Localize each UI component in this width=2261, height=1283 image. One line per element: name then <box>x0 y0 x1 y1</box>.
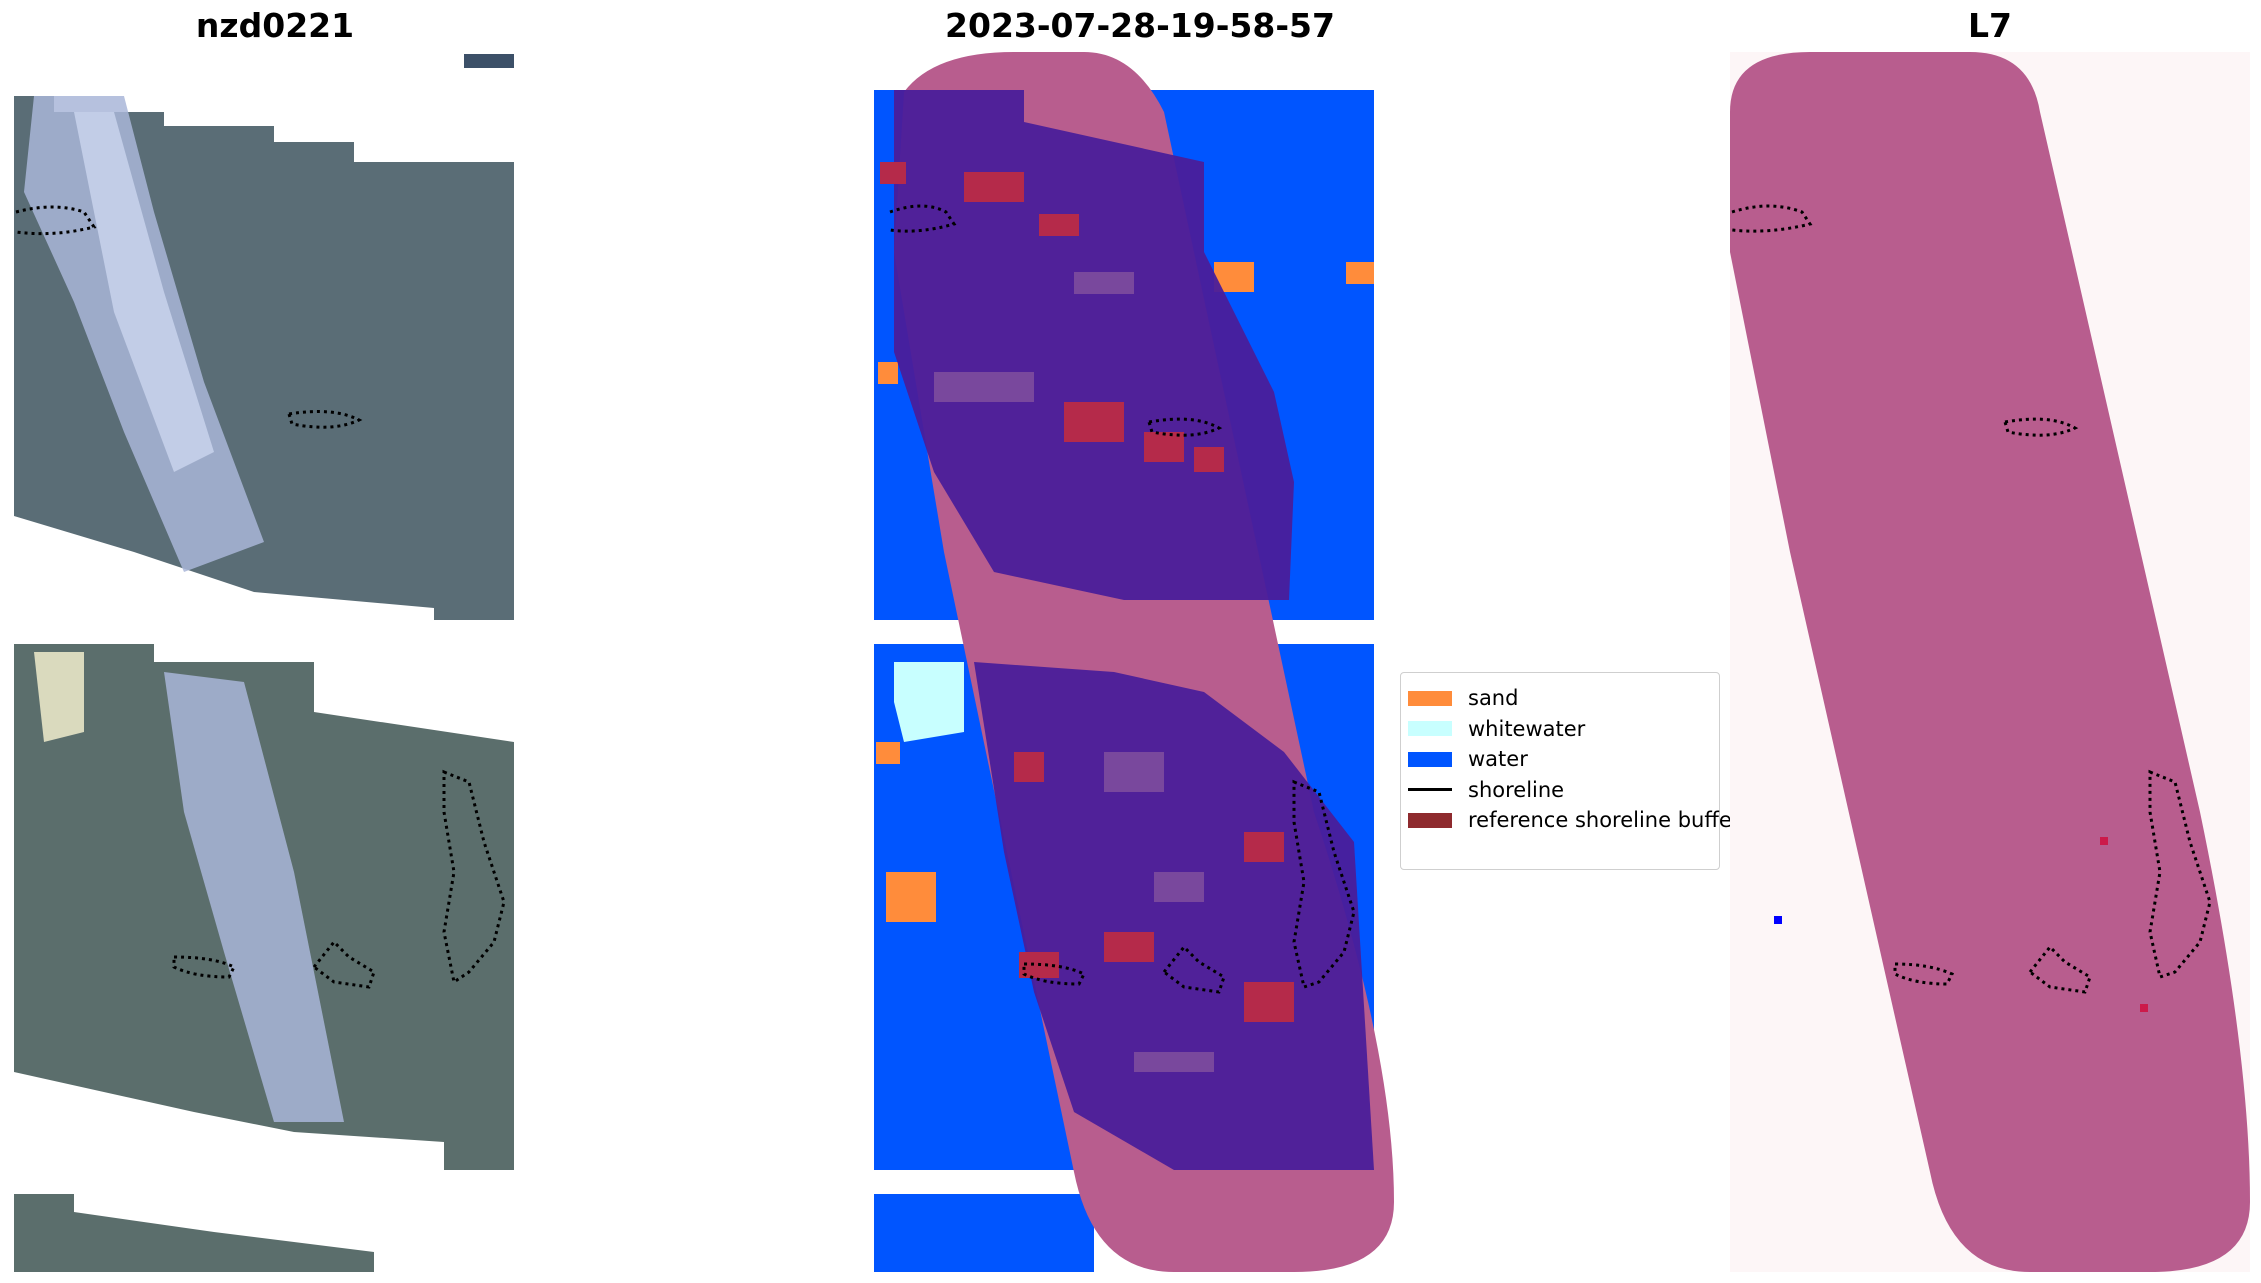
legend-label: water <box>1468 747 1528 772</box>
shoreline-line-icon <box>1408 788 1452 792</box>
rgb-image-panel <box>14 52 514 1272</box>
classification-panel <box>874 52 1394 1272</box>
panel-title-image: nzd0221 <box>195 6 355 45</box>
legend-item-water: water <box>1401 744 1719 775</box>
legend-label: shoreline <box>1468 777 1565 802</box>
panel-title-date: 2023-07-28-19-58-57 <box>945 6 1335 45</box>
legend-item-sand: sand <box>1401 683 1719 714</box>
whitewater-swatch <box>1408 721 1452 737</box>
panel-title-satellite: L7 <box>1968 6 2012 45</box>
legend-item-whitewater: whitewater <box>1401 714 1719 745</box>
legend: sand whitewater water shoreline referenc… <box>1400 672 1732 870</box>
buffer-swatch <box>1408 812 1452 828</box>
water-swatch <box>1408 751 1452 767</box>
sand-swatch <box>1408 690 1452 706</box>
legend-item-shoreline: shoreline <box>1401 775 1719 806</box>
legend-label: sand <box>1468 686 1519 711</box>
legend-item-reference-buffer: reference shoreline buffe <box>1401 805 1732 836</box>
legend-label: reference shoreline buffe <box>1468 808 1732 833</box>
legend-label: whitewater <box>1468 716 1586 741</box>
l7-mask-panel <box>1730 52 2250 1272</box>
